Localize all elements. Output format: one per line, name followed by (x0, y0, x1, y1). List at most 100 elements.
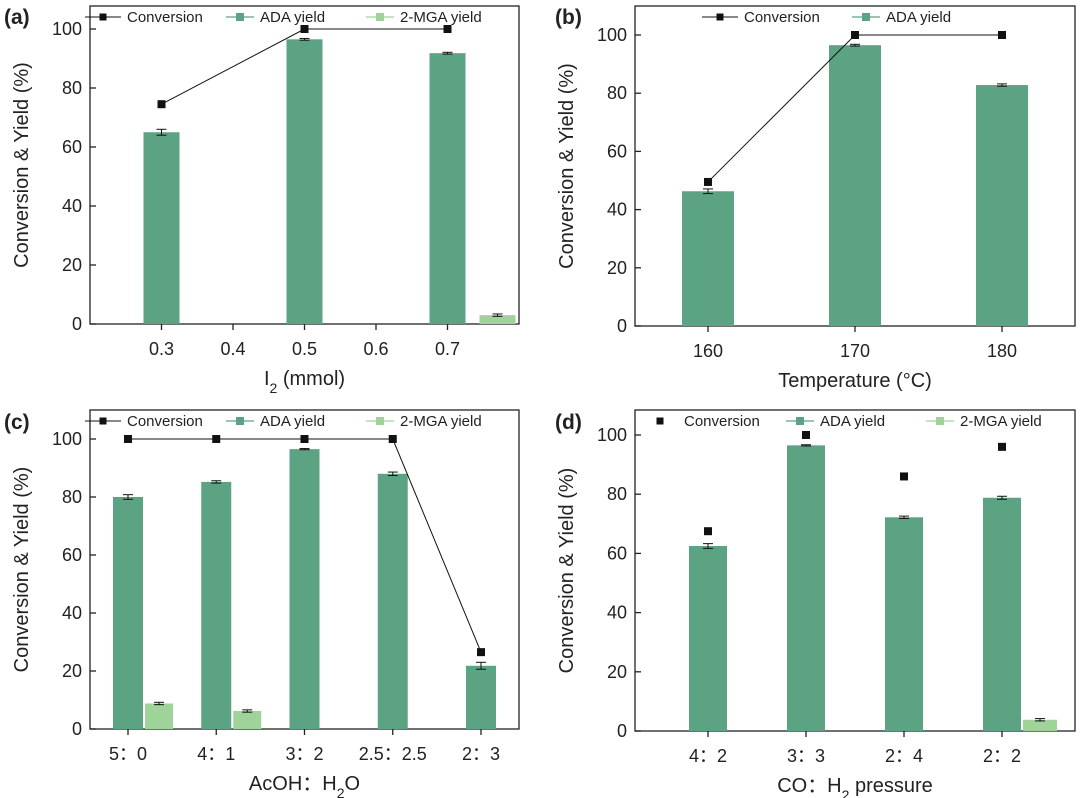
legend-label: ADA yield (820, 413, 885, 430)
y-tick-label: 40 (62, 603, 82, 623)
conversion-point (300, 25, 309, 33)
legend-label: Conversion (127, 9, 203, 26)
y-tick-label: 40 (62, 196, 82, 216)
y-tick-label: 40 (607, 200, 627, 220)
y-tick-label: 80 (62, 78, 82, 98)
bar-ada (201, 481, 232, 729)
legend-label: ADA yield (886, 9, 951, 26)
conversion-point (124, 435, 132, 443)
conversion-point (802, 431, 810, 439)
legend-swatch-marker (656, 417, 664, 425)
legend-label: 2-MGA yield (400, 9, 482, 26)
bar-ada (682, 191, 734, 326)
x-tick-label: 0.4 (220, 339, 245, 359)
x-tick-label: 4：2 (689, 746, 727, 766)
y-tick-label: 20 (62, 255, 82, 275)
panel-label: (c) (4, 411, 30, 434)
y-tick-label: 80 (607, 83, 627, 103)
y-tick-label: 20 (607, 258, 627, 278)
panel-label: (d) (555, 411, 582, 434)
x-axis-label: I2 (mmol) (264, 368, 345, 396)
bar-ada (377, 473, 408, 729)
conversion-point (704, 177, 712, 186)
bar-ada (143, 132, 180, 324)
y-tick-label: 40 (607, 603, 627, 623)
panel-label: (a) (4, 6, 30, 29)
x-tick-label: 2：4 (885, 746, 923, 766)
x-tick-label: 3：2 (285, 744, 323, 764)
x-tick-label: 2：2 (983, 746, 1021, 766)
bar-ada (829, 45, 881, 327)
y-axis-label: Conversion & Yield (%) (556, 63, 578, 269)
y-axis-label: Conversion & Yield (%) (556, 468, 578, 674)
x-tick-label: 4：1 (197, 744, 235, 764)
legend-label: Conversion (684, 413, 760, 430)
y-tick-label: 80 (62, 487, 82, 507)
bar-ada (466, 665, 496, 729)
y-tick-label: 20 (62, 661, 82, 681)
bar-mga (145, 703, 173, 729)
bar-ada (983, 497, 1021, 731)
legend-swatch-marker (99, 13, 107, 21)
conversion-point (443, 25, 452, 33)
x-axis-label: Temperature (°C) (778, 370, 932, 392)
x-tick-label: 2.5：2.5 (359, 744, 427, 764)
y-tick-label: 100 (52, 429, 82, 449)
bar-ada (976, 85, 1028, 326)
plot-frame (634, 409, 1076, 732)
x-axis-label: AcOH：H2O (249, 773, 360, 798)
legend-swatch-marker (716, 13, 724, 21)
y-tick-label: 0 (72, 719, 82, 739)
y-tick-label: 60 (62, 545, 82, 565)
x-tick-label: 160 (693, 341, 723, 361)
x-tick-label: 5：0 (109, 744, 147, 764)
legend-swatch-marker (862, 13, 870, 21)
conversion-point (998, 31, 1006, 39)
y-tick-label: 20 (607, 662, 627, 682)
conversion-point (300, 435, 309, 443)
bar-ada (286, 39, 323, 324)
bar-mga (479, 315, 516, 324)
legend-swatch-marker (236, 13, 244, 21)
conversion-point (388, 435, 397, 443)
bar-ada (289, 449, 320, 729)
bar-ada (429, 53, 466, 324)
y-tick-label: 60 (607, 141, 627, 161)
x-axis-label: CO：H2 pressure (777, 775, 933, 798)
legend-swatch-marker (236, 417, 244, 425)
conversion-point (998, 442, 1006, 451)
bar-ada (885, 517, 923, 731)
x-tick-label: 180 (987, 341, 1017, 361)
legend-label: Conversion (127, 413, 203, 430)
y-tick-label: 0 (617, 316, 627, 336)
x-tick-label: 0.5 (292, 339, 317, 359)
bar-ada (787, 445, 825, 731)
legend-swatch-marker (376, 13, 384, 21)
conversion-point (851, 31, 859, 39)
legend-label: ADA yield (260, 413, 325, 430)
conversion-point (704, 527, 712, 536)
y-tick-label: 80 (607, 484, 627, 504)
bar-ada (689, 546, 727, 731)
y-tick-label: 100 (597, 25, 627, 45)
y-axis-label: Conversion & Yield (%) (11, 62, 33, 268)
bar-ada (113, 497, 143, 729)
chart-panel-1: 0 20 40 60 80 100 0.3 0.4 0.5 0.6 0.7 I2 (mmol) Conv… (4, 5, 520, 396)
x-tick-label: 0.7 (435, 339, 460, 359)
conversion-point (157, 100, 166, 109)
legend-swatch-marker (99, 417, 107, 425)
bar-mga (233, 711, 262, 729)
y-axis-label: Conversion & Yield (%) (11, 467, 33, 673)
x-tick-label: 2：3 (462, 744, 500, 764)
chart-panel-4: 0 20 40 60 80 100 4：2 3：3 2：4 2：2 CO：H2 pressure Co… (555, 409, 1076, 798)
legend-label: Conversion (744, 9, 820, 26)
bar-mga (1023, 719, 1057, 731)
x-tick-label: 170 (840, 341, 870, 361)
chart-panel-3: 0 20 40 60 80 100 5：0 4：1 3：2 2.5：2.5 2：3 AcOH：H2O C… (4, 409, 520, 798)
legend-label: ADA yield (260, 9, 325, 26)
conversion-point (900, 472, 908, 481)
panel-label: (b) (555, 6, 582, 29)
y-tick-label: 0 (617, 721, 627, 741)
conversion-point (212, 435, 221, 443)
